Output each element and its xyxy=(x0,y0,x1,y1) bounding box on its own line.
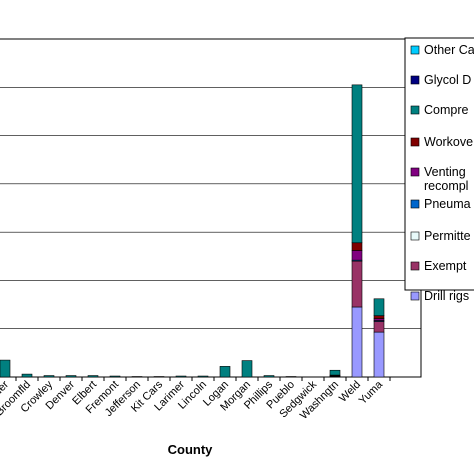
legend-label: Drill rigs xyxy=(424,289,469,303)
bar-segment-exempt-yuma xyxy=(373,321,385,333)
bar-segment-compressors-weld xyxy=(351,84,363,244)
bar-segment-compressors-lincoln xyxy=(197,375,209,378)
bar-segment-compressors-fremont xyxy=(109,375,121,378)
bar-segment-compressors-denver xyxy=(65,375,77,378)
legend-label: Compre xyxy=(424,103,469,117)
legend-label-line2: recompl xyxy=(424,179,468,193)
legend-label: Workove xyxy=(424,135,473,149)
legend-swatch xyxy=(410,231,420,241)
legend-swatch xyxy=(410,167,420,177)
bars xyxy=(0,84,385,378)
plot-area xyxy=(0,38,422,378)
x-axis-ticks: BoulderBroomfldCrowleyDenverElbertFremon… xyxy=(0,377,391,422)
bar-segment-compressors-washngtn xyxy=(329,369,341,376)
bar-segment-compressors-larimer xyxy=(175,375,187,378)
legend-label: Other Ca xyxy=(424,43,474,57)
legend-swatch xyxy=(410,75,420,85)
gridlines xyxy=(0,86,421,330)
legend-label: Glycol D xyxy=(424,73,471,87)
bar-segment-compressors-broomfld xyxy=(21,373,33,378)
legend-swatch xyxy=(410,105,420,115)
bar-segment-workovers-weld xyxy=(351,242,363,251)
bar-segment-compressors-boulder xyxy=(0,359,11,378)
x-axis-title: County xyxy=(168,442,214,457)
bar-segment-exempt-weld xyxy=(351,260,363,308)
bar-segment-workovers-yuma xyxy=(373,315,385,319)
bar-segment-compressors-phillips xyxy=(263,375,275,378)
legend-swatch xyxy=(410,199,420,209)
bar-segment-drill-rigs-yuma xyxy=(373,331,385,378)
legend-label: Permitte xyxy=(424,229,471,243)
legend: Other Ca Glycol D Compre Workove Ventingreco… xyxy=(404,37,474,303)
bar-segment-venting-recompletions-weld xyxy=(351,250,363,261)
legend-swatch xyxy=(410,137,420,147)
bar-segment-compressors-morgan xyxy=(241,360,253,378)
legend-swatch xyxy=(410,291,420,301)
bar-segment-compressors-elbert xyxy=(87,375,99,378)
bar-segment-compressors-logan xyxy=(219,366,231,378)
legend-label: Pneuma xyxy=(424,197,471,211)
bar-segment-drill-rigs-weld xyxy=(351,306,363,378)
legend-swatch xyxy=(410,261,420,271)
legend-swatch xyxy=(410,45,420,55)
x-tick-label: Yuma xyxy=(357,378,386,407)
bar-segment-compressors-yuma xyxy=(373,298,385,316)
legend-label: Venting xyxy=(424,165,466,179)
legend-label: Exempt xyxy=(424,259,467,273)
bar-segment-compressors-crowley xyxy=(43,375,55,378)
